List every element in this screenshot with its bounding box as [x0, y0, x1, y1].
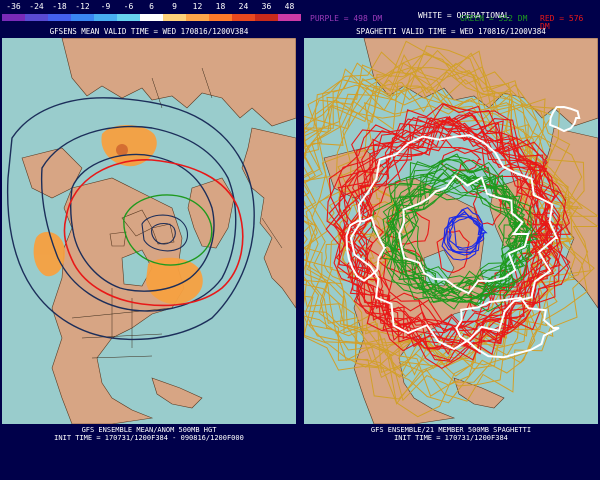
- spaghetti-operational: [345, 105, 581, 359]
- spaghetti-contour: [549, 105, 581, 133]
- spaghetti-contour: [389, 187, 519, 303]
- spaghetti-contour: [387, 182, 531, 304]
- scale-swatch: [232, 14, 255, 21]
- right-map-svg: [304, 38, 598, 424]
- mean-height-contour-red: [63, 159, 244, 307]
- spaghetti-contour: [398, 174, 522, 296]
- right-caption-line1: GFS ENSEMBLE/21 MEMBER 500MB SPAGHETTI: [370, 426, 532, 434]
- legend-white: WHITE = OPERATIONAL: [418, 11, 510, 20]
- spaghetti-contour: [454, 159, 491, 196]
- spaghetti-contour: [436, 230, 470, 273]
- left-panel-title: GFSENS MEAN VALID TIME = WED 170816/1200…: [49, 27, 249, 36]
- spaghetti-contour: [304, 53, 576, 402]
- spaghetti-contour: [340, 115, 561, 361]
- right-map-panel: [304, 38, 598, 424]
- scale-tick-label: 36: [261, 2, 272, 11]
- spaghetti-contour: [394, 175, 532, 313]
- spaghetti-contour: [345, 215, 387, 282]
- scale-swatch: [209, 14, 232, 21]
- spaghetti-contour: [349, 134, 559, 351]
- scale-tick-label: -24: [29, 2, 44, 11]
- scale-tick-label: 18: [215, 2, 226, 11]
- anomaly-color-scale: -36 -24 -18 -12 -9 -6 6 9 12 18 24 36 48: [0, 0, 301, 26]
- left-caption: GFS ENSEMBLE MEAN/ANOM 500MB HGT INIT TI…: [2, 426, 296, 442]
- scale-tick-label: 48: [284, 2, 295, 11]
- left-caption-line2: INIT TIME = 170731/1200F384 - 090816/120…: [54, 434, 244, 442]
- spaghetti-contour: [304, 52, 558, 368]
- anomaly-areas: [33, 125, 203, 305]
- legend-purple: PURPLE = 498 DM: [310, 14, 383, 23]
- land-masses: [21, 38, 296, 424]
- spaghetti-contour: [304, 71, 571, 379]
- spaghetti-legend: PURPLE = 498 DM WHITE = OPERATIONAL GREE…: [310, 11, 596, 31]
- scale-tick-label: 12: [192, 2, 203, 11]
- spaghetti-contour: [400, 173, 528, 289]
- spaghetti-contour: [325, 117, 552, 338]
- political-borders: [71, 67, 283, 359]
- spaghetti-contour: [448, 213, 488, 251]
- spaghetti-contour: [403, 172, 518, 303]
- anomaly-blob-north: [101, 125, 157, 167]
- right-caption: GFS ENSEMBLE/21 MEMBER 500MB SPAGHETTI I…: [304, 426, 598, 442]
- scale-tick-label: 6: [149, 2, 154, 11]
- spaghetti-contour: [452, 206, 484, 249]
- scale-tick-label: -36: [6, 2, 21, 11]
- anomaly-blob-pacific: [33, 231, 65, 277]
- scale-swatch: [71, 14, 94, 21]
- legend-green: GREEN = 552 DM: [460, 14, 528, 23]
- left-map-panel: [2, 38, 296, 424]
- spaghetti-contour: [455, 296, 560, 359]
- scale-tick-label: -6: [123, 2, 134, 11]
- right-panel-title: SPAGHETTI VALID TIME = WED 170816/1200V3…: [356, 27, 546, 36]
- mean-height-contours: [6, 97, 255, 341]
- scale-swatch: [163, 14, 186, 21]
- spaghetti-contour: [328, 103, 556, 332]
- scale-swatch: [140, 14, 163, 21]
- anomaly-blob-conus: [146, 257, 203, 305]
- spaghetti-contour: [441, 147, 482, 171]
- scale-swatch: [255, 14, 278, 21]
- spaghetti-contour: [353, 119, 571, 369]
- spaghetti-contour: [304, 45, 573, 373]
- spaghetti-contour: [342, 234, 390, 280]
- left-map-svg: [6, 38, 296, 424]
- scale-tick-label: 9: [172, 2, 177, 11]
- scale-swatch: [48, 14, 71, 21]
- spaghetti-blue-members: [441, 206, 488, 261]
- mean-height-contour-green: [123, 194, 213, 266]
- scale-tick-label: -12: [75, 2, 90, 11]
- scale-swatches: [2, 14, 301, 21]
- legend-red: RED = 576 DM: [540, 14, 584, 31]
- spaghetti-contour: [326, 111, 551, 344]
- scale-tick-labels: -36 -24 -18 -12 -9 -6 6 9 12 18 24 36 48: [2, 2, 298, 12]
- scale-swatch: [117, 14, 140, 21]
- scale-tick-label: -9: [100, 2, 111, 11]
- scale-swatch: [25, 14, 48, 21]
- scale-tick-label: -18: [52, 2, 67, 11]
- scale-swatch: [278, 14, 301, 21]
- scale-swatch: [2, 14, 25, 21]
- spaghetti-contour: [398, 174, 530, 295]
- left-caption-line1: GFS ENSEMBLE MEAN/ANOM 500MB HGT: [81, 426, 217, 434]
- inner-contours: [141, 214, 189, 252]
- spaghetti-contour: [346, 116, 552, 341]
- spaghetti-contour: [441, 216, 482, 261]
- scale-tick-label: 24: [238, 2, 249, 11]
- right-caption-line2: INIT TIME = 170731/1200F384: [394, 434, 508, 442]
- scale-swatch: [94, 14, 117, 21]
- scale-swatch: [186, 14, 209, 21]
- spaghetti-contour: [337, 201, 412, 265]
- spaghetti-contour: [400, 167, 538, 306]
- spaghetti-contour: [447, 215, 482, 254]
